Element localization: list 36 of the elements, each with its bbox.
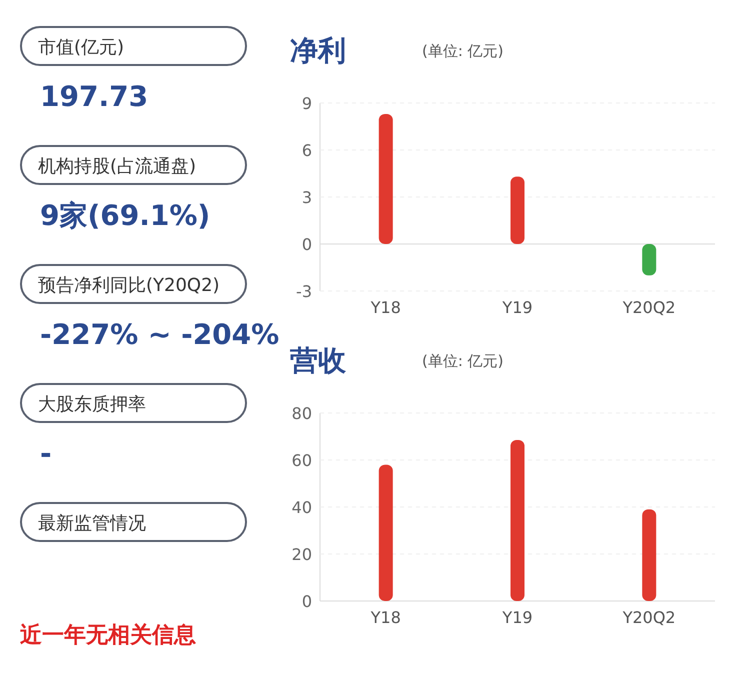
y-tick-label: 0 <box>302 235 312 254</box>
chart-title: 营收 <box>289 344 347 377</box>
text: 最新监管情况 <box>38 513 146 534</box>
y-tick-label: 0 <box>302 592 312 611</box>
chart-subtitle: (单位: 亿元) <box>422 42 504 60</box>
x-tick-label: Y18 <box>370 298 401 317</box>
y-tick-label: 9 <box>302 94 312 113</box>
y-tick-label: 80 <box>292 404 312 423</box>
x-tick-label: Y20Q2 <box>622 298 676 317</box>
x-tick-label: Y20Q2 <box>622 608 676 627</box>
text: 市值(亿元) <box>38 37 124 58</box>
x-tick-label: Y19 <box>501 298 533 317</box>
chart-subtitle: (单位: 亿元) <box>422 352 504 370</box>
text: -227% ~ -204% <box>40 318 280 351</box>
bar <box>378 114 393 244</box>
y-tick-label: -3 <box>296 282 312 301</box>
y-tick-label: 3 <box>302 188 312 207</box>
x-tick-label: Y19 <box>501 608 533 627</box>
text: 预告净利同比(Y20Q2) <box>38 275 220 296</box>
bar <box>510 440 524 601</box>
y-tick-label: 60 <box>292 451 312 470</box>
bar <box>510 176 524 244</box>
y-tick-label: 20 <box>292 545 312 564</box>
bar <box>378 464 393 601</box>
text: 大股东质押率 <box>38 394 146 415</box>
text: 近一年无相关信息 <box>19 623 196 648</box>
y-tick-label: 40 <box>292 498 312 517</box>
text: - <box>40 437 52 470</box>
chart-title: 净利 <box>290 34 346 67</box>
text: 机构持股(占流通盘) <box>38 156 196 177</box>
text: 9家(69.1%) <box>40 199 210 232</box>
text: 197.73 <box>40 80 148 113</box>
y-tick-label: 6 <box>302 141 312 160</box>
bar <box>642 244 656 276</box>
x-tick-label: Y18 <box>370 608 401 627</box>
bar <box>642 509 656 601</box>
